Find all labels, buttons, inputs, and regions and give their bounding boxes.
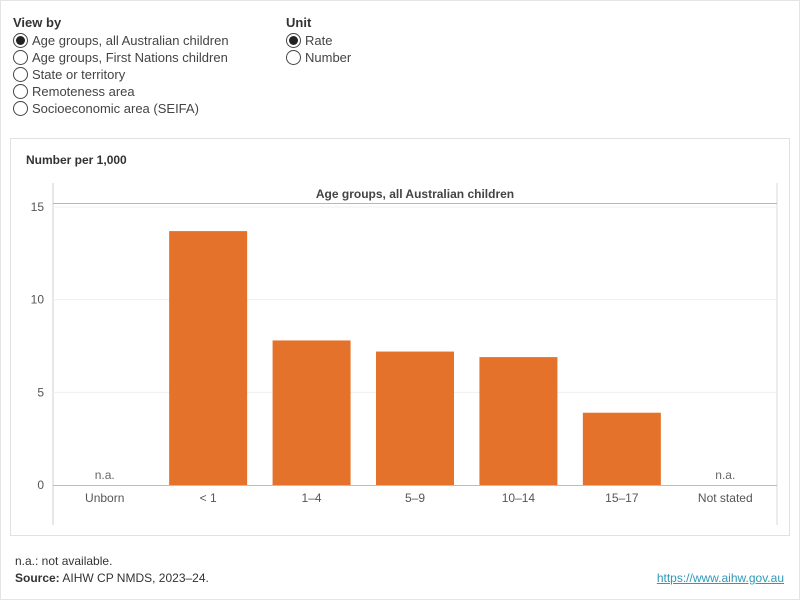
y-axis-title: Number per 1,000 xyxy=(26,153,127,167)
view-by-title: View by xyxy=(13,15,62,30)
x-tick-label: < 1 xyxy=(200,491,217,505)
source-text: AIHW CP NMDS, 2023–24. xyxy=(59,571,209,585)
view-by-radio-label: Age groups, all Australian children xyxy=(32,33,229,48)
data-label: n.a. xyxy=(95,468,115,482)
view-by-radio-label: Age groups, First Nations children xyxy=(32,50,228,65)
radio-button-icon[interactable] xyxy=(286,50,301,65)
radio-button-icon[interactable] xyxy=(13,101,28,116)
bar xyxy=(376,351,454,485)
radio-button-icon[interactable] xyxy=(13,67,28,82)
y-tick-label: 5 xyxy=(37,385,44,399)
radio-button-icon[interactable] xyxy=(286,33,301,48)
source-note: Source: AIHW CP NMDS, 2023–24. xyxy=(15,571,209,585)
footnote-na: n.a.: not available. xyxy=(15,554,113,568)
radio-button-icon[interactable] xyxy=(13,50,28,65)
x-tick-label: 5–9 xyxy=(405,491,425,505)
bar xyxy=(582,412,661,485)
chart-title: Age groups, all Australian children xyxy=(316,187,514,201)
view-by-radio-3[interactable]: Remoteness area xyxy=(13,83,135,100)
chart-container xyxy=(10,138,790,536)
unit-radio-label: Rate xyxy=(305,33,333,48)
bar xyxy=(169,231,248,485)
bar xyxy=(479,357,558,485)
x-tick-label: Unborn xyxy=(85,491,124,505)
radio-button-icon[interactable] xyxy=(13,33,28,48)
view-by-radio-2[interactable]: State or territory xyxy=(13,66,125,83)
unit-radio-0[interactable]: Rate xyxy=(286,32,332,49)
view-by-radio-1[interactable]: Age groups, First Nations children xyxy=(13,49,228,66)
aihw-link[interactable]: https://www.aihw.gov.au xyxy=(656,571,784,585)
source-label: Source: xyxy=(15,571,60,585)
x-tick-label: 10–14 xyxy=(502,491,536,505)
radio-button-icon[interactable] xyxy=(13,84,28,99)
x-tick-label: Not stated xyxy=(698,491,753,505)
unit-radio-1[interactable]: Number xyxy=(286,49,351,66)
view-by-radio-label: Remoteness area xyxy=(32,84,135,99)
view-by-radio-label: State or territory xyxy=(32,67,126,82)
unit-title: Unit xyxy=(286,15,312,30)
unit-radio-label: Number xyxy=(305,50,352,65)
x-tick-label: 15–17 xyxy=(605,491,639,505)
view-by-radio-label: Socioeconomic area (SEIFA) xyxy=(32,101,199,116)
y-tick-label: 0 xyxy=(37,478,44,492)
y-tick-label: 15 xyxy=(31,200,45,214)
data-label: n.a. xyxy=(715,468,735,482)
y-tick-label: 10 xyxy=(31,293,45,307)
bar xyxy=(272,340,351,485)
x-tick-label: 1–4 xyxy=(302,491,322,505)
view-by-radio-4[interactable]: Socioeconomic area (SEIFA) xyxy=(13,100,199,117)
view-by-radio-0[interactable]: Age groups, all Australian children xyxy=(13,32,229,49)
